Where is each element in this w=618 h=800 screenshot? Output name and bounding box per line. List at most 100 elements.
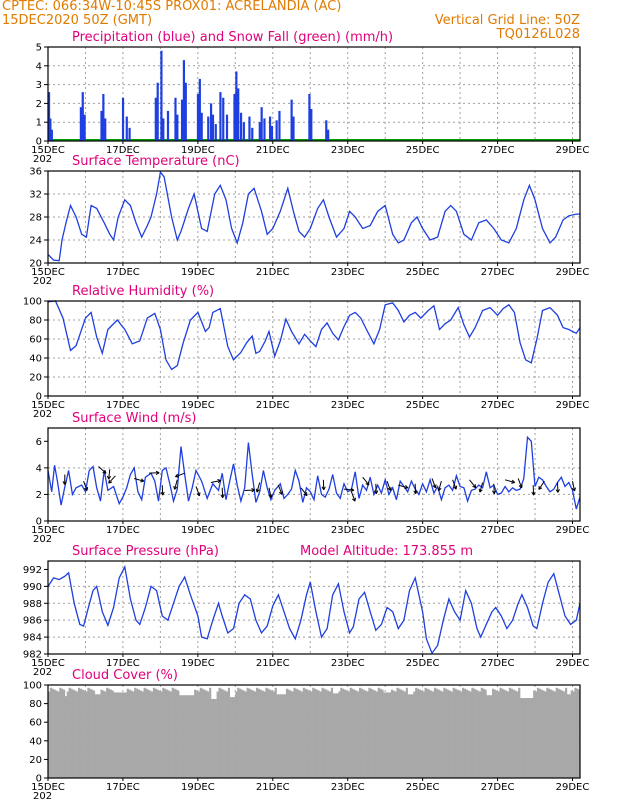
cloud-bar xyxy=(565,687,568,778)
panel-title: Cloud Cover (%) xyxy=(72,668,178,683)
cloud-bar xyxy=(160,691,163,778)
cloud-bar xyxy=(147,689,150,778)
panel-frame xyxy=(47,46,581,142)
precip-bar xyxy=(233,94,236,141)
cloud-bar xyxy=(186,695,189,778)
x-tick-label: 17DEC xyxy=(106,658,140,669)
cloud-bar xyxy=(222,689,225,778)
cloud-bar xyxy=(263,691,266,778)
cloud-bar xyxy=(115,692,118,778)
cloud-bar xyxy=(239,688,242,778)
cloud-bar xyxy=(59,687,62,778)
x-tick-label: 21DEC xyxy=(256,782,290,793)
cloud-bar xyxy=(121,692,124,778)
cloud-bar xyxy=(130,690,133,778)
wind-arrow-head xyxy=(390,486,392,491)
cloud-bar xyxy=(199,687,202,778)
cloud-bar xyxy=(276,694,279,778)
cloud-bar xyxy=(467,690,470,778)
y-tick-label: 4 xyxy=(36,463,42,474)
cloud-bar xyxy=(387,692,390,778)
precip-bar xyxy=(198,78,201,141)
y-tick-label: 990 xyxy=(23,582,42,593)
x-tick-label: 25DEC xyxy=(406,525,440,536)
wind-arrow-head xyxy=(367,481,370,486)
cloud-bar xyxy=(563,691,566,778)
y-tick-label: 5 xyxy=(36,43,42,54)
precip-bar xyxy=(50,129,53,141)
wind-arrow-head xyxy=(251,488,255,491)
wind-arrow-head xyxy=(354,497,356,502)
wind-arrow-head xyxy=(155,470,160,474)
x-tick-label: 23DEC xyxy=(331,782,365,793)
y-tick-label: 992 xyxy=(23,565,42,576)
cloud-bar xyxy=(134,687,137,778)
series-line xyxy=(47,564,581,655)
cloud-bar xyxy=(370,688,373,778)
panel-1: 0 1 2 3 4 5 Precipitation (blue) and Snow Fall… xyxy=(31,30,589,165)
precip-bar xyxy=(211,114,215,141)
y-tick-label: 1 xyxy=(36,118,42,129)
precip-bar xyxy=(207,116,210,141)
cloud-bar xyxy=(51,688,54,778)
cloud-bar xyxy=(535,691,538,778)
cloud-bar xyxy=(461,687,465,778)
precip-bar xyxy=(237,88,240,141)
cloud-bar xyxy=(104,691,107,778)
cloud-bar xyxy=(550,689,553,778)
precip-bar xyxy=(162,118,165,141)
cloud-bar xyxy=(139,690,142,778)
wind-arrow xyxy=(83,480,88,491)
cloud-bar xyxy=(319,691,322,778)
cloud-bar xyxy=(136,688,139,778)
wind-arrow-head xyxy=(281,490,283,495)
y-tick-label: 2 xyxy=(36,490,42,501)
cloud-bar xyxy=(209,687,212,778)
cloud-bar xyxy=(154,688,157,778)
cloud-bar xyxy=(237,687,240,778)
cloud-bar xyxy=(516,691,519,778)
cloud-bar xyxy=(533,690,536,778)
panel-title: Precipitation (blue) and Snow Fall (gree… xyxy=(72,30,393,45)
cloud-bar xyxy=(55,690,58,778)
cloud-bar xyxy=(364,690,367,778)
wind-arrow-head xyxy=(375,490,379,495)
cloud-bar xyxy=(210,698,214,778)
cloud-bar xyxy=(87,687,90,778)
cloud-bar xyxy=(375,691,378,778)
cloud-bar xyxy=(76,691,79,778)
precip-bar xyxy=(180,99,184,141)
wind-arrow-head xyxy=(64,481,67,485)
wind-arrow-head xyxy=(162,491,165,496)
cloud-bar xyxy=(443,687,446,778)
x-tick-label: 19DEC xyxy=(181,658,215,669)
x-year-fragment: 202 xyxy=(33,276,52,287)
cloud-bar xyxy=(542,690,545,778)
wind-arrow xyxy=(98,466,107,474)
cloud-bar xyxy=(269,689,272,778)
cloud-bar xyxy=(207,691,210,778)
cloud-bar xyxy=(531,698,534,778)
cloud-bar xyxy=(284,694,287,778)
cloud-bar xyxy=(255,687,259,778)
cloud-bar xyxy=(297,689,300,778)
cloud-bar xyxy=(244,691,247,778)
cloud-bar xyxy=(491,688,495,778)
x-tick-label: 15DEC xyxy=(31,782,65,793)
cloud-bar xyxy=(314,688,317,778)
panel-frame xyxy=(47,300,581,397)
cloud-bar xyxy=(81,689,84,778)
x-tick-label: 19DEC xyxy=(181,782,215,793)
x-year-fragment: 202 xyxy=(33,154,52,165)
wind-arrow xyxy=(517,478,523,489)
cloud-bar xyxy=(124,692,127,778)
cloud-bar xyxy=(308,690,311,778)
cloud-bar xyxy=(72,689,75,778)
cloud-bar xyxy=(458,690,461,778)
cloud-bar xyxy=(287,689,290,778)
cloud-bar xyxy=(430,690,433,778)
cloud-bar xyxy=(195,690,199,778)
cloud-bar xyxy=(145,688,148,778)
cloud-bar xyxy=(495,690,498,778)
precip-bar xyxy=(200,112,203,141)
